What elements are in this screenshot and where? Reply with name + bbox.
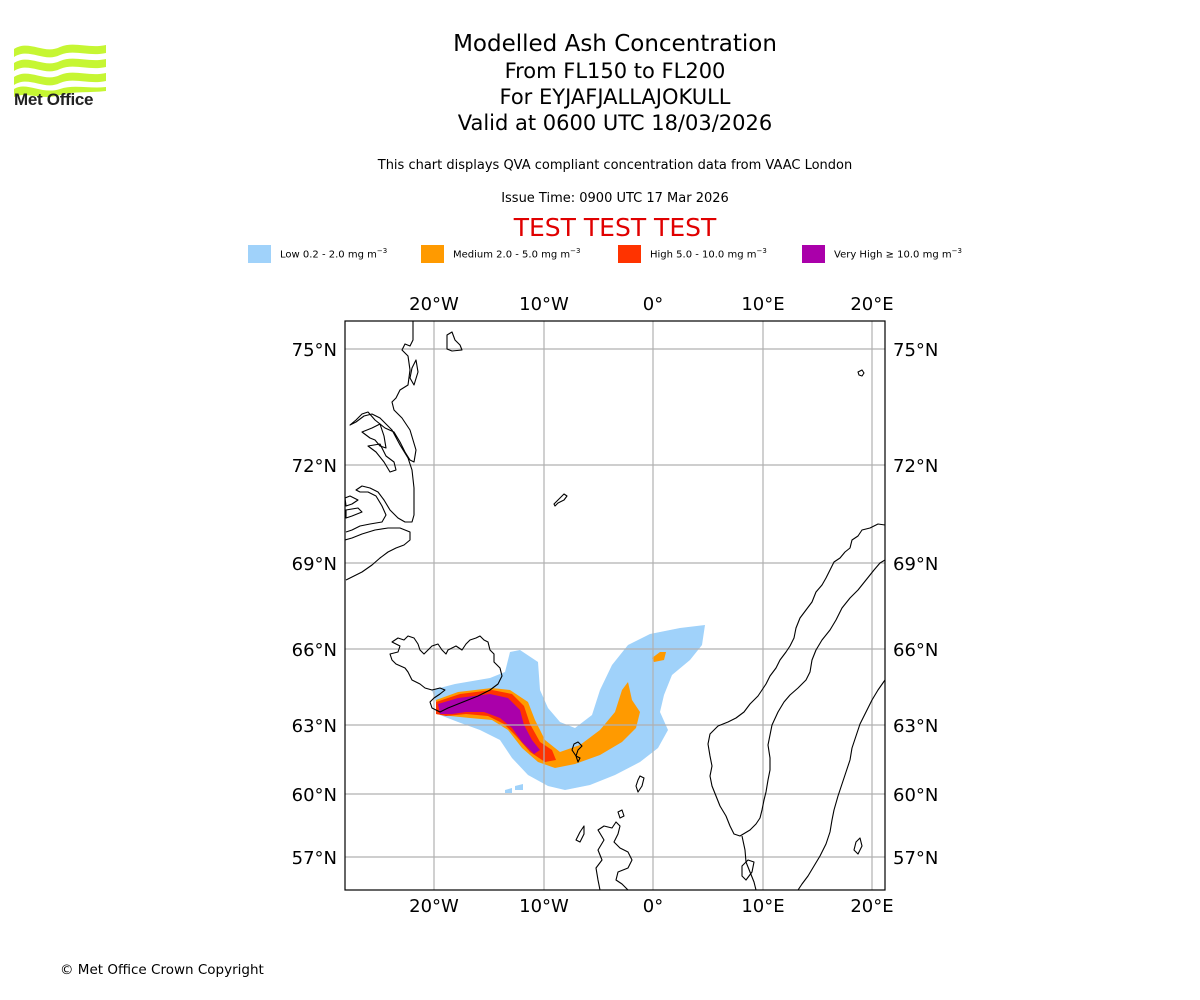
map-frame — [344, 320, 886, 891]
description-text: This chart displays QVA compliant concen… — [377, 158, 853, 173]
legend-swatch-very-high — [802, 244, 825, 263]
coastline-bear-island — [857, 369, 865, 377]
coastline-scotland — [595, 821, 633, 890]
lat-tick-left: 57°N — [292, 848, 337, 869]
lat-tick-right: 57°N — [893, 848, 938, 869]
test-banner: TEST TEST TEST — [513, 213, 717, 242]
coastline-greenland-fjord — [367, 443, 397, 473]
coastline-hebrides — [575, 825, 585, 843]
lat-tick-left: 69°N — [292, 554, 337, 575]
ash-medium-fragment — [652, 652, 666, 662]
coastline-greenland-inlet — [345, 507, 363, 519]
lon-tick-top: 0° — [643, 294, 663, 315]
legend-swatch-low — [248, 244, 271, 263]
lat-tick-right: 66°N — [893, 640, 938, 661]
lat-tick-right: 72°N — [893, 456, 938, 477]
lat-tick-right: 69°N — [893, 554, 938, 575]
volcano-name: For EYJAFJALLAJOKULL — [499, 85, 731, 109]
flight-levels: From FL150 to FL200 — [504, 59, 726, 83]
legend-swatch-high — [618, 244, 641, 263]
coastline-iceland — [389, 635, 503, 713]
title-block: Modelled Ash Concentration From FL150 to… — [315, 30, 915, 136]
chart-title: Modelled Ash Concentration — [453, 31, 777, 57]
ash-low-fragment — [505, 788, 512, 793]
legend-swatch-medium — [421, 244, 444, 263]
coastline-greenland-inlet — [409, 359, 419, 386]
coastline-jan-mayen — [553, 493, 568, 507]
coastline-greenland-island — [446, 331, 463, 352]
coastline-orkney — [617, 809, 625, 819]
lat-tick-left: 66°N — [292, 640, 337, 661]
coastline-denmark — [741, 859, 755, 881]
valid-time: Valid at 0600 UTC 18/03/2026 — [457, 111, 773, 135]
lat-tick-right: 60°N — [893, 785, 938, 806]
legend-label-low: Low 0.2 - 2.0 mg m−3 — [280, 246, 388, 261]
coastline-greenland-inlet — [345, 495, 359, 507]
lon-tick-bottom: 0° — [643, 896, 663, 917]
coastline-gotland — [853, 837, 863, 855]
lat-tick-left: 63°N — [292, 716, 337, 737]
ash-very-high-region — [438, 694, 540, 754]
legend-label-very-high: Very High ≥ 10.0 mg m−3 — [834, 246, 962, 261]
lon-tick-bottom: 10°E — [741, 896, 784, 917]
coastlines — [345, 321, 885, 890]
coastline-greenland-fjord — [361, 423, 387, 449]
legend-item-high: High 5.0 - 10.0 mg m−3 — [618, 244, 767, 263]
lon-tick-top: 10°W — [519, 294, 569, 315]
lat-tick-left: 75°N — [292, 340, 337, 361]
met-office-logo — [14, 44, 106, 97]
ash-low-fragment — [515, 784, 523, 790]
coastline-norway — [707, 523, 885, 837]
lon-tick-top: 10°E — [741, 294, 784, 315]
coastline-shetland — [635, 775, 645, 793]
lon-tick-bottom: 20°E — [850, 896, 893, 917]
coastline-faroes — [571, 741, 583, 763]
issue-time: Issue Time: 0900 UTC 17 Mar 2026 — [501, 191, 729, 206]
lat-tick-right: 75°N — [893, 340, 938, 361]
coastline-sweden — [741, 679, 885, 890]
legend-item-low: Low 0.2 - 2.0 mg m−3 — [248, 244, 387, 263]
lon-tick-top: 20°W — [409, 294, 459, 315]
lon-tick-top: 20°E — [850, 294, 893, 315]
gridlines — [345, 321, 885, 890]
legend-item-medium: Medium 2.0 - 5.0 mg m−3 — [421, 244, 580, 263]
lon-tick-bottom: 20°W — [409, 896, 459, 917]
lat-tick-left: 60°N — [292, 785, 337, 806]
legend-label-high: High 5.0 - 10.0 mg m−3 — [650, 246, 767, 261]
coastline-greenland — [345, 321, 417, 581]
legend-item-very-high: Very High ≥ 10.0 mg m−3 — [802, 244, 962, 263]
lat-tick-right: 63°N — [893, 716, 938, 737]
logo-text: Met Office — [14, 90, 94, 109]
copyright-notice: © Met Office Crown Copyright — [60, 962, 264, 978]
ash-low-region — [432, 625, 705, 790]
legend-label-medium: Medium 2.0 - 5.0 mg m−3 — [453, 246, 581, 261]
lat-tick-left: 72°N — [292, 456, 337, 477]
lon-tick-bottom: 10°W — [519, 896, 569, 917]
